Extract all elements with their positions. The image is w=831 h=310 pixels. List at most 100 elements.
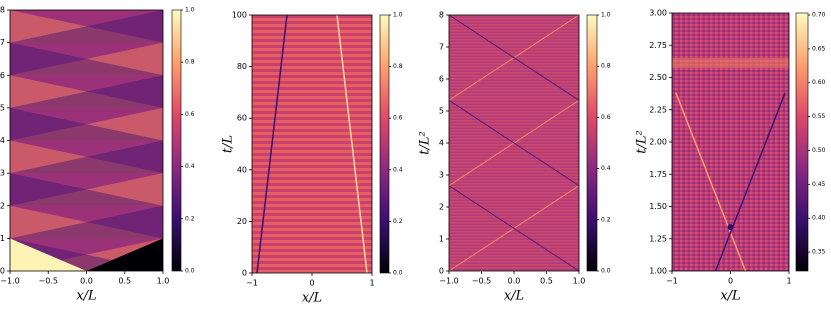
x-tick-label: −1 (666, 277, 678, 286)
x-tick-label: −0.5 (472, 277, 491, 286)
heatmap-ray (336, 14, 368, 274)
x-tick-label: −1.0 (439, 277, 458, 286)
y-tick-label: 5 (439, 107, 444, 116)
y-axis-label: t/L (0, 131, 2, 149)
y-tick-label: 2.75 (649, 41, 667, 50)
y-axis-label: t/L² (418, 131, 433, 154)
heatmap-wave (10, 205, 163, 239)
colorbar (795, 12, 809, 272)
heatmap-wave (10, 107, 163, 141)
heatmap-wave (10, 42, 163, 76)
y-tick-label: 2.50 (649, 73, 667, 82)
heatmap-cross (727, 224, 734, 231)
panel: −1.0 −0.5 0.0 0.5 1.0 0 1 2 3 4 5 6 7 8 x/L t/L² 0.0 0.2 0… (418, 11, 611, 304)
x-tick-label: 0.5 (118, 277, 131, 286)
y-tick-label: 4 (439, 139, 444, 148)
x-tick-label: −1.0 (0, 277, 19, 286)
heatmap-ray (714, 92, 786, 272)
y-tick-label: 3 (0, 169, 5, 178)
colorbar-tick-label: 0.70 (812, 12, 826, 19)
colorbar-tick-label: 0.8 (601, 63, 611, 70)
heatmap-wave (10, 75, 163, 108)
y-tick-label: 1.75 (649, 170, 667, 179)
colorbar-tick-label: 0.50 (812, 147, 826, 154)
colorbar-tick-label: 0.8 (185, 59, 195, 66)
y-tick-label: 3 (439, 171, 444, 180)
x-axis-label: x/L (302, 291, 322, 306)
colorbar-tick-label: 0.0 (393, 270, 403, 277)
colorbar-tick-label: 0.2 (185, 215, 195, 222)
x-tick-label: −0.5 (39, 277, 58, 286)
heatmap-wave (10, 140, 163, 174)
colorbar-tick-label: 0.4 (185, 163, 195, 170)
colorbar-tick-label: 0.0 (185, 268, 195, 275)
y-tick-label: 7 (0, 38, 5, 47)
y-tick-label: 1.25 (649, 234, 667, 243)
heatmap-wave (10, 107, 163, 141)
y-tick-label: 60 (237, 114, 247, 123)
heatmap-wave (10, 238, 87, 271)
colorbar-tick-label: 1.0 (601, 12, 611, 19)
colorbar-tick-label: 0.65 (812, 45, 826, 52)
colorbar-tick-label: 0.35 (812, 249, 826, 256)
y-tick-label: 6 (439, 75, 444, 84)
heatmap-wave (10, 205, 163, 239)
y-tick-label: 1.50 (649, 202, 667, 211)
colorbar-tick-label: 0.2 (601, 216, 611, 223)
x-axis-label: x/L (504, 289, 524, 304)
panel: −1 0 1 1.00 1.25 1.50 1.75 2.00 2.25 2.50 2.75 3.00… (635, 9, 826, 304)
colorbar (586, 14, 598, 272)
heatmap-ray (256, 14, 288, 274)
colorbar-tick-label: 0.55 (812, 113, 826, 120)
heatmap-wave (10, 173, 163, 206)
y-tick-label: 80 (237, 62, 247, 71)
colorbar (171, 9, 182, 272)
colorbar-tick-label: 0.40 (812, 215, 826, 222)
colorbar-tick-label: 0.0 (601, 268, 611, 275)
y-tick-label: 6 (0, 71, 5, 80)
heatmap-wave (10, 75, 163, 108)
heatmap-wave (86, 238, 163, 271)
y-tick-label: 7 (439, 43, 444, 52)
colorbar-tick-label: 0.4 (601, 165, 611, 172)
heatmap-ray (448, 14, 580, 101)
y-tick-label: 0 (0, 267, 5, 276)
heatmap-wave (10, 42, 163, 76)
x-tick-label: 0.0 (80, 277, 93, 286)
y-tick-label: 2 (439, 203, 444, 212)
x-axis-label: x/L (720, 289, 740, 304)
heatmap-ray (675, 92, 747, 272)
colorbar (379, 14, 390, 274)
x-tick-label: −1 (246, 279, 258, 288)
y-tick-label: 1.00 (649, 267, 667, 276)
x-tick-label: 1.0 (573, 277, 586, 286)
y-axis-label: t/L (221, 135, 236, 153)
x-tick-label: 1 (369, 279, 374, 288)
y-tick-label: 2.25 (649, 105, 667, 114)
colorbar-tick-label: 0.6 (393, 115, 403, 122)
heatmap-ray (448, 185, 580, 272)
colorbar-tick-label: 0.6 (185, 111, 195, 118)
heatmap-ray (448, 99, 580, 187)
colorbar-tick-label: 0.4 (393, 166, 403, 173)
y-tick-label: 0 (439, 267, 444, 276)
x-tick-label: 0.0 (508, 277, 521, 286)
y-tick-label: 8 (0, 6, 5, 15)
y-axis-label: t/L² (635, 130, 650, 153)
x-tick-label: 1 (786, 277, 791, 286)
colorbar-tick-label: 0.45 (812, 181, 826, 188)
colorbar-tick-label: 0.6 (601, 114, 611, 121)
panel: −1.0 −0.5 0.0 0.5 1.0 0 1 2 3 4 5 6 7 8 x/L t/L 0.0 0.2 0.… (0, 6, 195, 304)
x-tick-label: 0.5 (540, 277, 553, 286)
y-tick-label: 2.00 (649, 138, 667, 147)
heatmap-wave (10, 140, 163, 174)
y-tick-label: 5 (0, 103, 5, 112)
y-tick-label: 20 (237, 217, 247, 226)
y-tick-label: 4 (0, 136, 5, 145)
y-tick-label: 0 (242, 269, 247, 278)
y-tick-label: 100 (232, 11, 247, 20)
y-tick-label: 2 (0, 201, 5, 210)
heatmap-wave (10, 10, 163, 43)
